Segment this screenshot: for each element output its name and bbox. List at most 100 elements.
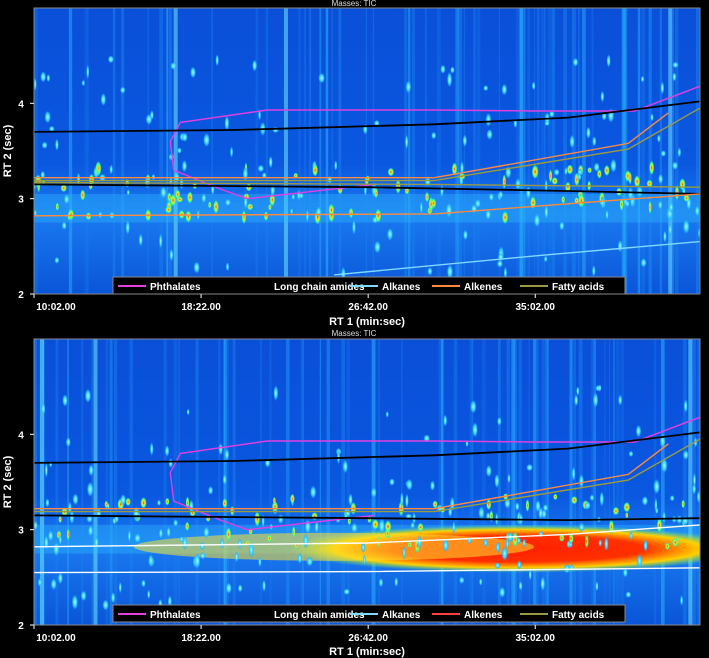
chromatogram-peak: [569, 134, 575, 149]
chromatogram-peak: [246, 203, 254, 211]
chromatogram-peak: [309, 485, 317, 499]
chromatogram-peak: [404, 134, 409, 150]
chromatogram-peak: [312, 163, 319, 177]
chromatogram-peak: [559, 221, 565, 231]
chromatogram-peak: [296, 189, 301, 201]
chromatogram-peak: [641, 495, 649, 506]
chromatogram-peak: [503, 266, 508, 279]
chromatogram-peak: [625, 512, 629, 519]
chromatogram-peak: [462, 134, 468, 147]
chromatogram-peak: [242, 166, 249, 181]
chromatogram-peak: [694, 205, 700, 217]
chromatogram-peak: [460, 160, 464, 176]
signal-streak: [523, 8, 526, 294]
chromatogram-peak: [156, 499, 161, 506]
chromatogram-peak: [494, 473, 500, 489]
chromatogram-peak: [406, 478, 413, 491]
chromatogram-peak: [164, 445, 170, 457]
chromatogram-peak: [254, 511, 261, 527]
series-line-alkanes: [334, 240, 700, 276]
chromatogram-peak: [671, 161, 679, 170]
chromatogram-peak: [181, 159, 188, 173]
x-tick-label: 18:22.00: [181, 302, 221, 313]
heatmap-layer: [34, 339, 700, 625]
signal-streak: [473, 8, 476, 294]
chromatogram-peak: [483, 538, 488, 548]
chromatogram-peak: [225, 582, 232, 594]
chromatogram-peak: [145, 113, 153, 125]
signal-streak: [298, 8, 301, 294]
chromatogram-peak: [402, 545, 406, 561]
chromatogram-peak: [44, 462, 48, 479]
chromatogram-peak: [61, 221, 67, 230]
x-tick-label: 26:42.00: [348, 633, 388, 644]
chromatogram-peak: [81, 79, 86, 87]
chromatogram-peak: [208, 201, 212, 209]
chromatogram-peak: [525, 185, 531, 200]
chart-title: Masses: TIC: [332, 329, 377, 338]
chromatogram-peak: [683, 399, 688, 413]
chromatogram-peak: [219, 538, 225, 549]
chromatogram-peak: [657, 200, 663, 210]
chromatogram-peak: [273, 385, 279, 402]
chromatogram-peak: [55, 138, 59, 151]
chromatogram-peak: [158, 233, 163, 249]
chromatogram-peak: [593, 162, 600, 173]
chromatogram-peak: [291, 193, 296, 201]
signal-streak: [166, 8, 169, 294]
chromatogram-peak: [470, 204, 478, 214]
chromatogram-peak: [451, 162, 458, 176]
signal-streak: [546, 339, 548, 625]
chromatogram-peak: [100, 92, 107, 107]
chromatogram-peak: [165, 205, 172, 214]
signal-streak: [178, 339, 181, 625]
chromatogram-peak: [682, 450, 689, 460]
chromatogram-peak: [531, 164, 539, 179]
chromatogram-peak: [574, 197, 579, 205]
chromatogram-peak: [167, 595, 173, 608]
signal-streak: [91, 339, 94, 625]
chromatogram-peak: [222, 498, 228, 509]
signal-streak: [304, 8, 306, 294]
chromatogram-peak: [72, 493, 79, 506]
legend-label: Phthalates: [150, 282, 201, 293]
chromatogram-peak: [561, 195, 566, 204]
chromatogram-peak: [628, 531, 633, 540]
chromatogram-peak: [290, 493, 295, 504]
chart-panel-2: Masses: TIC Phthalates Long chain amides Al…: [2, 329, 701, 658]
signal-streak: [476, 8, 481, 294]
chromatogram-peak: [80, 590, 87, 602]
chromatogram-peak: [494, 562, 501, 569]
chromatogram-peak: [199, 541, 205, 551]
chromatogram-peak: [141, 579, 146, 588]
chromatogram-peak: [134, 533, 141, 544]
y-tick-label: 2: [18, 290, 24, 301]
signal-streak: [528, 339, 530, 625]
heatmap-layer: [34, 8, 700, 294]
chromatogram-peak: [186, 191, 193, 204]
chromatogram-peak: [605, 209, 609, 220]
signal-streak: [121, 8, 125, 294]
chromatogram-peak: [599, 491, 605, 507]
signal-streak: [637, 8, 641, 294]
chromatogram-peak: [266, 534, 273, 543]
chromatogram-peak: [67, 208, 75, 221]
chromatogram-peak: [587, 167, 592, 174]
chromatogram-peak: [160, 186, 167, 199]
chromatogram-peak: [248, 542, 254, 558]
chromatogram-peak: [553, 168, 560, 176]
signal-streak: [371, 339, 376, 625]
signal-streak: [113, 339, 118, 625]
signal-streak: [472, 339, 474, 625]
chromatogram-peak: [384, 520, 392, 534]
chromatogram-peak: [86, 515, 93, 523]
chromatogram-peak: [442, 538, 450, 553]
signal-streak: [536, 8, 540, 294]
signal-streak: [620, 339, 624, 625]
chromatogram-peak: [565, 181, 571, 193]
signal-streak: [674, 8, 679, 294]
signal-streak: [697, 8, 700, 294]
signal-streak: [319, 8, 322, 294]
chromatogram-peak: [34, 183, 37, 191]
chromatogram-peak: [479, 578, 483, 586]
